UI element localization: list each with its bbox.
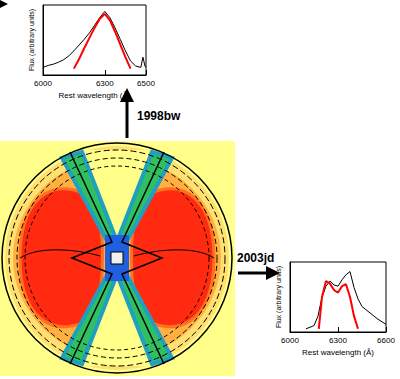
svg-text:Rest wavelength (Å): Rest wavelength (Å) [302,348,374,357]
svg-text:6300: 6300 [329,336,347,345]
svg-text:6000: 6000 [281,336,299,345]
svg-text:Rest wavelength (Å): Rest wavelength (Å) [58,91,130,100]
svg-text:6000: 6000 [34,79,52,88]
svg-text:6500: 6500 [137,79,155,88]
svg-text:Flux (arbitrary units): Flux (arbitrary units) [275,266,283,328]
svg-text:Flux (arbitrary units): Flux (arbitrary units) [28,9,36,71]
svg-text:6300: 6300 [96,79,114,88]
svg-text:2003jd: 2003jd [237,251,274,265]
svg-text:6600: 6600 [377,336,395,345]
svg-text:1998bw: 1998bw [137,109,181,123]
